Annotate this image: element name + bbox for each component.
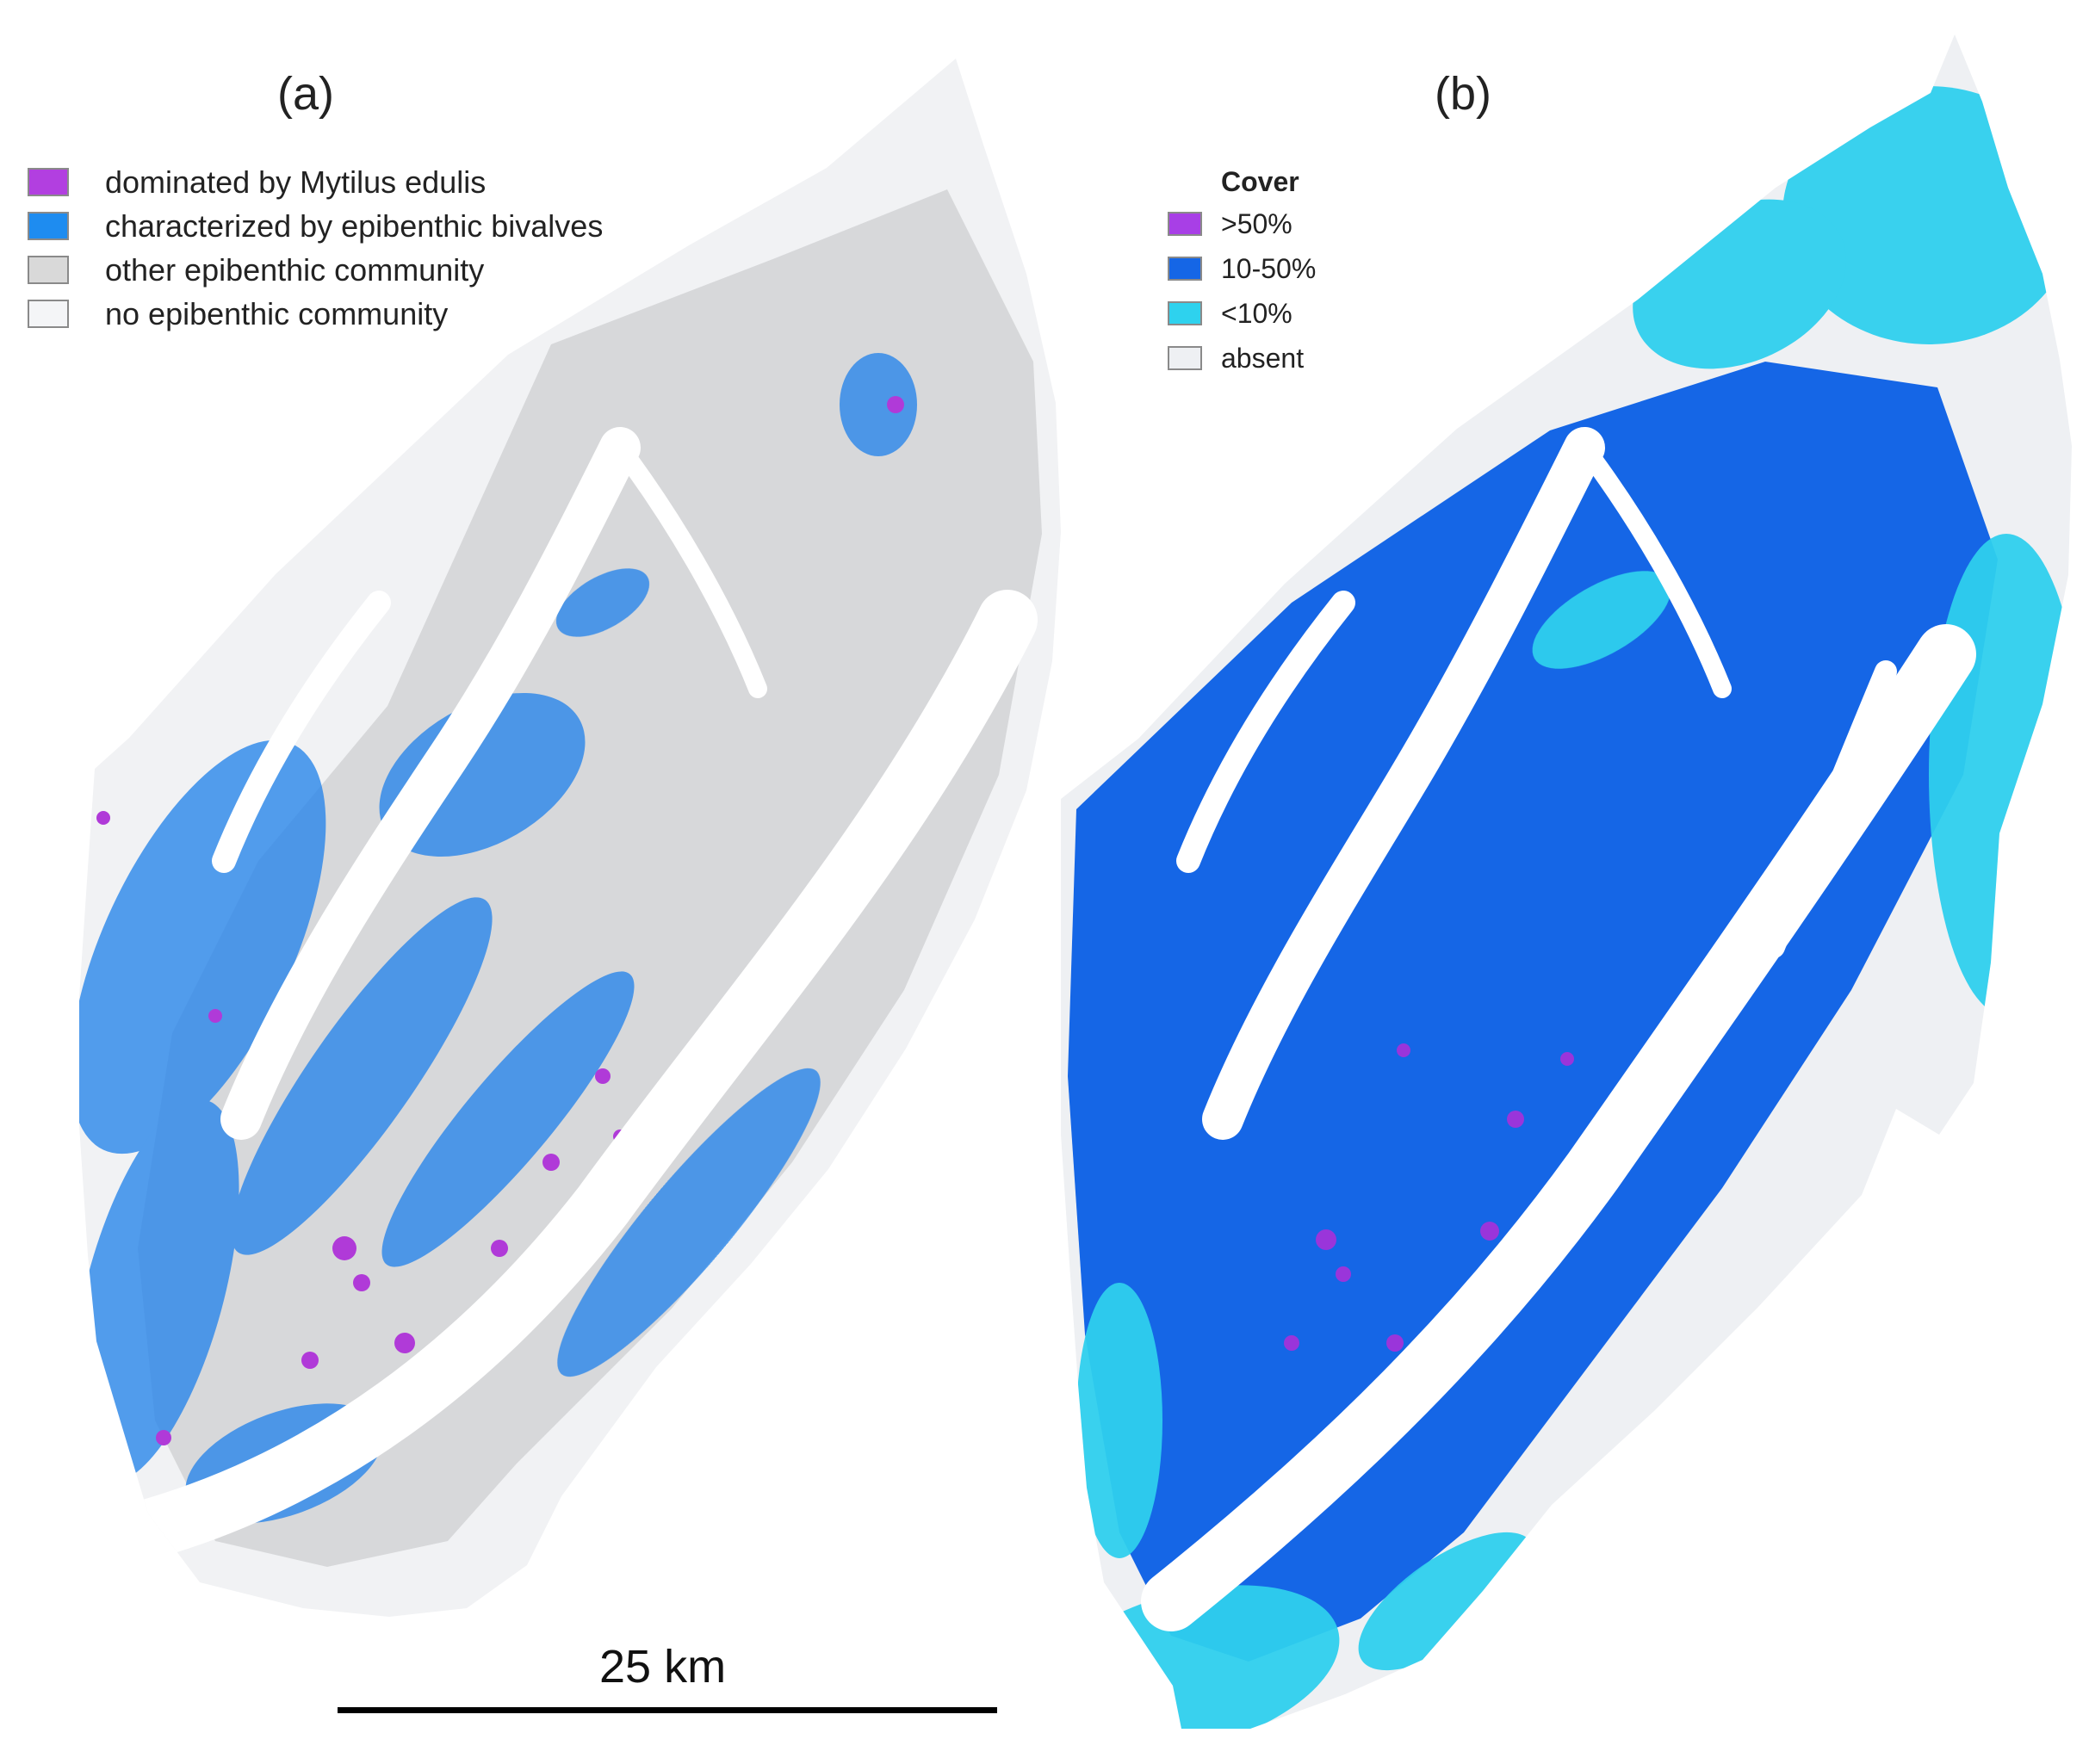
legend-item-bivalves: characterized by epibenthic bivalves <box>28 204 603 248</box>
legend-panel-a: dominated by Mytilus edulis characterize… <box>28 160 603 336</box>
legend-swatch <box>1168 346 1202 370</box>
map-panel-a <box>79 59 1061 1617</box>
legend-swatch <box>28 256 69 284</box>
legend-label: characterized by epibenthic bivalves <box>105 207 604 244</box>
legend-label: <10% <box>1221 297 1292 329</box>
legend-item-absent: absent <box>1168 336 1316 381</box>
legend-label: no epibenthic community <box>105 295 449 331</box>
legend-swatch <box>28 300 69 328</box>
scale-bar-label: 25 km <box>599 1641 727 1693</box>
panel-a-label: (a) <box>277 68 334 120</box>
legend-label: other epibenthic community <box>105 251 485 288</box>
legend-item-under-10: <10% <box>1168 291 1316 336</box>
legend-swatch <box>28 168 69 196</box>
map-b-cover-10-50 <box>1068 362 1998 1662</box>
map-a-tidal-channels <box>108 427 1038 1563</box>
legend-title: Cover <box>1221 166 1299 197</box>
legend-swatch <box>28 212 69 240</box>
panel-b-label: (b) <box>1435 68 1491 120</box>
legend-swatch <box>1168 257 1202 281</box>
legend-label: >50% <box>1221 207 1292 239</box>
legend-item-none: no epibenthic community <box>28 292 603 336</box>
legend-label: 10-50% <box>1221 252 1317 284</box>
legend-label: absent <box>1221 342 1305 374</box>
scale-bar <box>338 1707 997 1713</box>
map-a-mytilus-spots <box>96 396 904 1445</box>
legend-item-other: other epibenthic community <box>28 248 603 292</box>
legend-label: dominated by Mytilus edulis <box>105 164 487 200</box>
legend-panel-b: Cover >50% 10-50% <10% absent <box>1168 162 1316 381</box>
legend-item-mytilus: dominated by Mytilus edulis <box>28 160 603 204</box>
map-b-tidal-channels <box>1141 427 1976 1631</box>
legend-item-over-50: >50% <box>1168 201 1316 246</box>
legend-swatch <box>1168 212 1202 236</box>
map-b-cover-over-50 <box>1284 1043 1574 1352</box>
map-a-other-community <box>138 189 1042 1567</box>
legend-swatch <box>1168 301 1202 325</box>
legend-item-10-50: 10-50% <box>1168 246 1316 291</box>
